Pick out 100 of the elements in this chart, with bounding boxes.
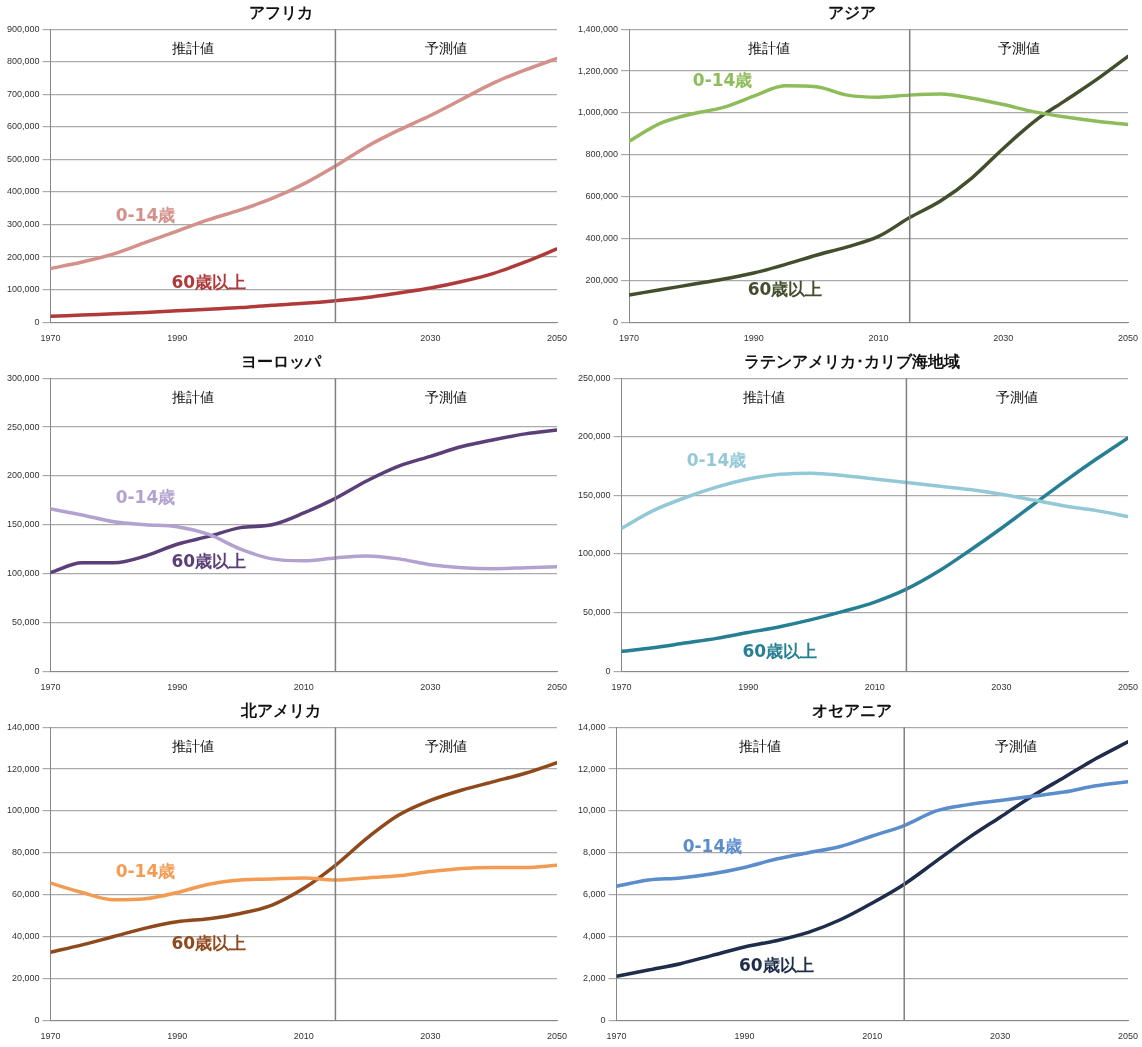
y-tick-label: 50,000 [583, 607, 611, 618]
y-tick-label: 2,000 [583, 972, 606, 983]
x-tick-label: 1990 [167, 682, 188, 693]
y-tick-label: 10,000 [578, 805, 606, 816]
x-tick-label: 2050 [546, 333, 568, 344]
y-tick-label: 1,000,000 [577, 107, 619, 118]
x-tick-label: 2050 [1117, 333, 1139, 344]
y-tick-label: 200,000 [585, 274, 619, 285]
chart-title: アジア [827, 2, 876, 22]
x-tick-label: 1970 [40, 682, 61, 693]
x-tick-label: 2030 [420, 333, 441, 344]
annotation: 推計値 [742, 388, 785, 405]
y-tick-label: 0 [34, 1014, 40, 1025]
x-tick-label: 1970 [40, 333, 61, 344]
y-tick-label: 800,000 [6, 56, 40, 67]
series-label: 60歳以上 [171, 550, 247, 571]
y-tick-label: 100,000 [6, 568, 40, 579]
series-label: 0-14歳 [115, 487, 176, 508]
x-tick-label: 2050 [1117, 682, 1139, 693]
y-tick-label: 200,000 [6, 251, 40, 262]
x-tick-label: 1990 [167, 1031, 188, 1042]
y-tick-label: 1,200,000 [577, 65, 619, 76]
annotation: 予測値 [425, 388, 468, 405]
y-tick-label: 0 [34, 316, 40, 327]
y-tick-label: 12,000 [578, 763, 606, 774]
chart-title: ラテンアメリカ･カリブ海地域 [743, 351, 960, 371]
x-tick-label: 1970 [40, 1031, 61, 1042]
series-label: 0-14歳 [115, 861, 176, 882]
y-tick-label: 300,000 [6, 372, 40, 383]
series-label: 60歳以上 [747, 279, 823, 300]
series-label: 60歳以上 [742, 641, 818, 662]
y-tick-label: 60,000 [12, 889, 40, 900]
y-tick-label: 200,000 [577, 431, 611, 442]
x-tick-label: 2010 [868, 333, 889, 344]
y-tick-label: 400,000 [585, 232, 619, 243]
x-tick-label: 2050 [1117, 1031, 1139, 1042]
y-tick-label: 20,000 [12, 972, 40, 983]
x-tick-label: 1990 [743, 333, 764, 344]
y-tick-label: 100,000 [6, 805, 40, 816]
y-tick-label: 200,000 [6, 470, 40, 481]
annotation: 推計値 [739, 737, 782, 754]
y-tick-label: 700,000 [6, 88, 40, 99]
chart-title: 北アメリカ [239, 700, 321, 720]
annotation: 予測値 [996, 388, 1039, 405]
annotation: 推計値 [171, 737, 214, 754]
x-tick-label: 1970 [611, 682, 632, 693]
y-tick-label: 250,000 [6, 421, 40, 432]
x-tick-label: 2010 [293, 682, 314, 693]
chart-title: アフリカ [248, 2, 313, 22]
y-tick-label: 150,000 [577, 489, 611, 500]
y-tick-label: 0 [600, 1014, 606, 1025]
annotation: 推計値 [171, 39, 214, 56]
x-tick-label: 1990 [738, 682, 759, 693]
y-tick-label: 150,000 [6, 519, 40, 530]
annotation: 予測値 [995, 737, 1038, 754]
x-tick-label: 2030 [990, 1031, 1011, 1042]
x-tick-label: 2010 [293, 1031, 314, 1042]
series-label: 0-14歳 [682, 836, 743, 857]
y-tick-label: 0 [613, 316, 619, 327]
annotation: 推計値 [171, 388, 214, 405]
x-tick-label: 2010 [864, 682, 885, 693]
y-tick-label: 300,000 [6, 219, 40, 230]
annotation: 予測値 [425, 39, 468, 56]
x-tick-label: 1970 [619, 333, 640, 344]
y-tick-label: 1,400,000 [577, 23, 619, 34]
y-tick-label: 800,000 [585, 149, 619, 160]
x-tick-label: 1970 [606, 1031, 627, 1042]
y-tick-label: 250,000 [577, 372, 611, 383]
y-tick-label: 14,000 [578, 721, 606, 732]
chart-title: ヨーロッパ [240, 351, 322, 371]
y-tick-label: 500,000 [6, 153, 40, 164]
x-tick-label: 2010 [293, 333, 314, 344]
x-tick-label: 1990 [734, 1031, 755, 1042]
x-tick-label: 2050 [546, 682, 568, 693]
chart-title: オセアニア [811, 700, 892, 720]
x-tick-label: 1990 [167, 333, 188, 344]
series-label: 0-14歳 [115, 204, 176, 225]
x-tick-label: 2050 [546, 1031, 568, 1042]
y-tick-label: 120,000 [6, 763, 40, 774]
x-tick-label: 2030 [991, 682, 1012, 693]
y-tick-label: 40,000 [12, 930, 40, 941]
y-tick-label: 600,000 [6, 121, 40, 132]
y-tick-label: 900,000 [6, 23, 40, 34]
annotation: 予測値 [997, 39, 1040, 56]
y-tick-label: 0 [34, 665, 40, 676]
y-tick-label: 100,000 [6, 284, 40, 295]
y-tick-label: 100,000 [577, 548, 611, 559]
series-label: 0-14歳 [686, 449, 747, 470]
series-label: 0-14歳 [692, 70, 753, 91]
y-tick-label: 8,000 [583, 847, 606, 858]
y-tick-label: 400,000 [6, 186, 40, 197]
y-tick-label: 4,000 [583, 930, 606, 941]
x-tick-label: 2030 [420, 1031, 441, 1042]
x-tick-label: 2030 [993, 333, 1014, 344]
y-tick-label: 50,000 [12, 616, 40, 627]
x-tick-label: 2030 [420, 682, 441, 693]
annotation: 予測値 [425, 737, 468, 754]
series-label: 60歳以上 [739, 955, 814, 976]
y-tick-label: 6,000 [583, 889, 606, 900]
series-label: 60歳以上 [171, 933, 247, 954]
